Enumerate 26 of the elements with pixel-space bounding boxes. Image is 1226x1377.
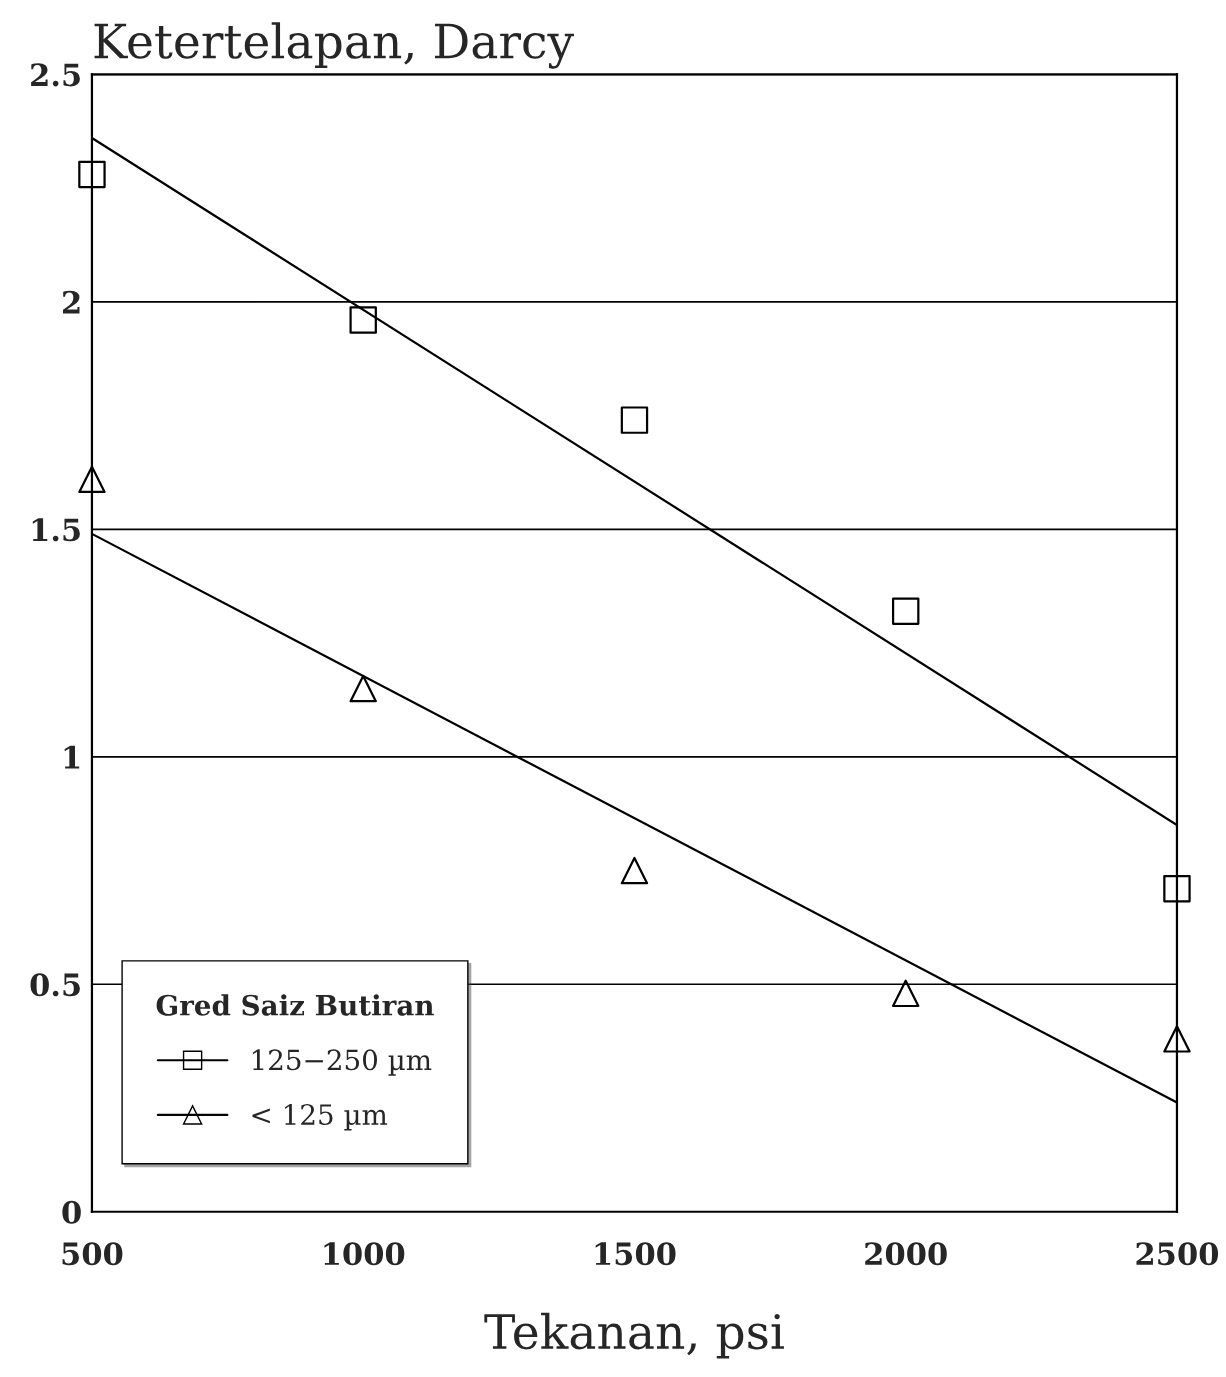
y-tick-label: 0.5 [30,973,80,997]
y-tick-label: 0 [62,1200,81,1224]
x-tick-label: 2500 [1136,1242,1219,1266]
x-tick-label: 2000 [865,1242,947,1266]
point [620,856,649,885]
point [78,160,106,189]
x-tick-label: 1500 [595,1242,676,1266]
y-tick-label: 1 [64,745,80,769]
point [1163,1025,1191,1053]
y-axis-title: Ketertelapan, Darcy [94,22,574,69]
y-tick-label: 2 [63,290,80,314]
x-axis-title: Tekanan, psi [484,1312,784,1359]
x-tick-label: 500 [62,1242,123,1266]
point [891,597,920,625]
point [349,674,377,703]
point [620,406,649,434]
legend-title: Gred Saiz Butiran [156,994,434,1016]
x-tick-label: 1000 [324,1242,405,1266]
legend-label: 125−250 µm [252,1049,432,1076]
point [78,465,106,493]
y-tick-label: 1.5 [32,518,80,542]
point [1163,875,1191,903]
legend-label: < 125 µm [252,1104,388,1131]
point [891,979,920,1008]
point [349,306,377,334]
y-tick-label: 2.5 [31,63,80,87]
